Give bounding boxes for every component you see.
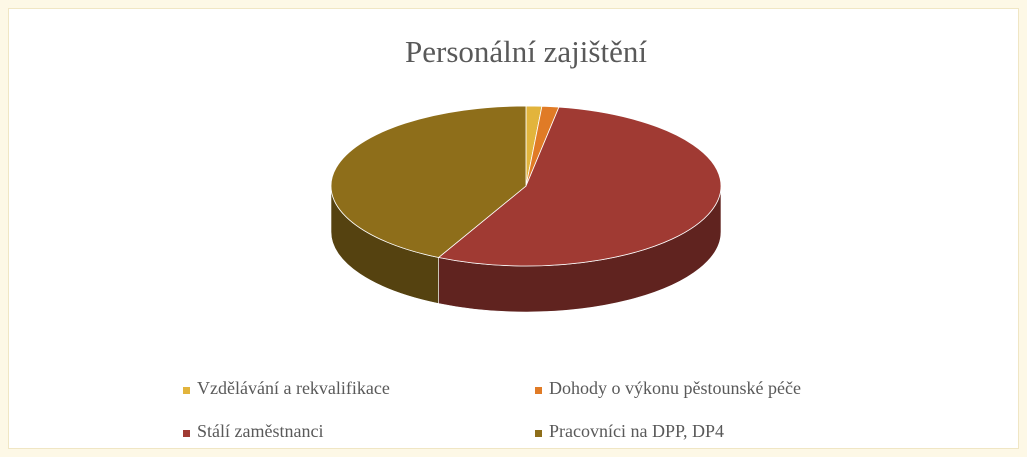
legend-marker [535,430,542,437]
chart: Personální zajištění Vzdělávání a rekval… [183,34,801,441]
slice [437,106,722,267]
legend-marker [183,387,190,394]
chart-title: Personální zajištění [405,34,647,69]
slice [330,105,527,258]
legend-label: Stálí zaměstnanci [197,421,323,441]
legend-label: Pracovníci na DPP, DP4 [549,421,724,441]
legend-marker [535,387,542,394]
legend-label: Vzdělávání a rekvalifikace [197,378,390,398]
chart-area: Personální zajištění Vzdělávání a rekval… [8,8,1019,449]
legend-marker [183,430,190,437]
legend-label: Dohody o výkonu pěstounské péče [549,378,801,398]
